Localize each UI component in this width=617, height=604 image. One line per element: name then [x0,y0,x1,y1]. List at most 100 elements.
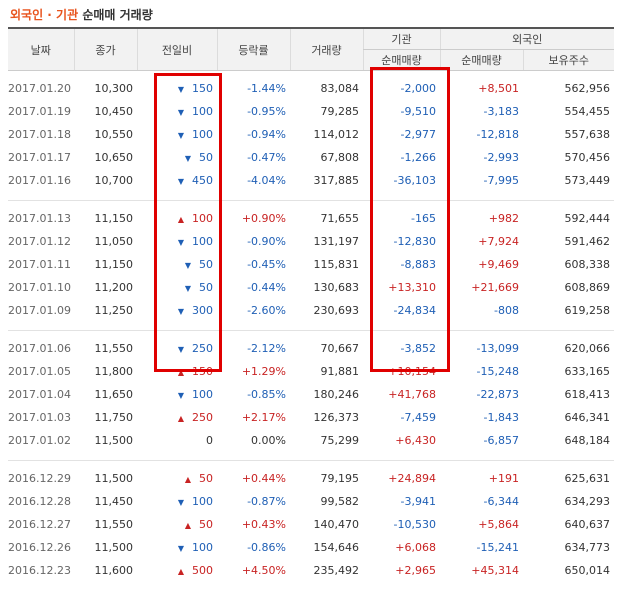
cell-close: 11,500 [94,434,134,447]
change-value: 150 [192,365,213,378]
cell-close: 11,500 [94,541,134,554]
table-row: 2017.01.13 11,150 ▲ 100 +0.90% 71,655 -165 +982… [8,207,614,230]
cell-volume: 115,831 [313,258,360,271]
cell-volume: 180,246 [313,388,360,401]
cell-institution-net: +2,965 [395,564,436,577]
cell-date: 2016.12.23 [8,564,71,577]
cell-close: 11,550 [94,518,134,531]
cell-close: 11,450 [94,495,134,508]
cell-close: 11,150 [94,258,134,271]
cell-close: 11,500 [94,472,134,485]
col-close: 종가 [74,29,138,71]
col-foreign-hold: 보유주수 [522,49,614,71]
change-value: 500 [192,564,213,577]
cell-change: ▼ 100 [137,536,217,559]
col-rate: 등락률 [217,29,291,71]
cell-close: 11,650 [94,388,134,401]
table-row: 2017.01.09 11,250 ▼ 300 -2.60% 230,693 -24,834… [8,299,614,322]
cell-institution-net: +6,430 [395,434,436,447]
cell-change: ▼ 100 [137,230,217,253]
cell-date: 2016.12.27 [8,518,71,531]
cell-close: 11,800 [94,365,134,378]
cell-foreign-hold: 608,869 [564,281,611,294]
down-triangle-icon: ▼ [177,498,184,507]
cell-foreign-net: -6,344 [483,495,519,508]
group-divider [8,322,614,331]
cell-institution-net: -36,103 [393,174,436,187]
header-divider [8,27,614,29]
cell-institution-net: -2,977 [400,128,436,141]
cell-foreign-net: +9,469 [478,258,519,271]
change-value: 100 [192,541,213,554]
cell-institution-net: +6,068 [395,541,436,554]
down-triangle-icon: ▼ [177,238,184,247]
table-row: 2017.01.20 10,300 ▼ 150 -1.44% 83,084 -2,000 +8… [8,77,614,100]
table-row: 2016.12.29 11,500 ▲ 50 +0.44% 79,195 +24,894 +1… [8,467,614,490]
change-value: 0 [206,434,213,447]
down-triangle-icon: ▼ [177,345,184,354]
table-row: 2016.12.26 11,500 ▼ 100 -0.86% 154,646 +6,068 -… [8,536,614,559]
down-triangle-icon: ▼ [177,131,184,140]
cell-foreign-net: -1,843 [483,411,519,424]
cell-date: 2017.01.19 [8,105,71,118]
cell-institution-net: -9,510 [400,105,436,118]
cell-rate: 0.00% [251,434,286,447]
cell-institution-net: -2,000 [400,82,436,95]
cell-institution-net: +13,310 [388,281,436,294]
cell-change: ▼ 100 [137,123,217,146]
cell-foreign-hold: 650,014 [564,564,611,577]
cell-close: 11,200 [94,281,134,294]
cell-change: ▼ 50 [137,146,217,169]
change-value: 100 [192,388,213,401]
cell-rate: -2.60% [247,304,286,317]
table-row: 2017.01.03 11,750 ▲ 250 +2.17% 126,373 -7,459 -… [8,406,614,429]
cell-foreign-net: +7,924 [478,235,519,248]
col-institution: 기관 [362,29,440,50]
cell-rate: +0.90% [241,212,286,225]
trading-table: 날짜 종가 전일비 등락률 거래량 기관 외국인 순매매량 순매매량 보유주수 … [8,29,614,582]
cell-foreign-net: -15,248 [476,365,519,378]
group-divider [8,452,614,461]
cell-foreign-net: -2,993 [483,151,519,164]
table-row: 2017.01.04 11,650 ▼ 100 -0.85% 180,246 +41,768… [8,383,614,406]
cell-date: 2017.01.04 [8,388,71,401]
change-value: 150 [192,82,213,95]
cell-volume: 235,492 [313,564,360,577]
cell-rate: -4.04% [247,174,286,187]
cell-rate: -0.86% [247,541,286,554]
table-row: 2017.01.18 10,550 ▼ 100 -0.94% 114,012 -2,977 -… [8,123,614,146]
cell-volume: 71,655 [320,212,360,225]
cell-foreign-hold: 592,444 [564,212,611,225]
cell-date: 2017.01.09 [8,304,71,317]
cell-date: 2017.01.17 [8,151,71,164]
table-row: 2017.01.05 11,800 ▲ 150 +1.29% 91,881 +10,154 -… [8,360,614,383]
down-triangle-icon: ▼ [177,177,184,186]
up-triangle-icon: ▲ [177,414,184,423]
col-foreign: 외국인 [439,29,614,50]
cell-foreign-net: -12,818 [476,128,519,141]
cell-rate: -0.47% [247,151,286,164]
cell-foreign-hold: 633,165 [564,365,611,378]
cell-rate: -0.95% [247,105,286,118]
change-value: 100 [192,495,213,508]
down-triangle-icon: ▼ [177,108,184,117]
cell-date: 2016.12.28 [8,495,71,508]
cell-rate: -0.87% [247,495,286,508]
cell-rate: +0.44% [241,472,286,485]
title-subject: 순매매 거래량 [82,8,153,22]
table-row: 2017.01.12 11,050 ▼ 100 -0.90% 131,197 -12,830… [8,230,614,253]
col-date: 날짜 [8,29,75,71]
cell-foreign-hold: 640,637 [564,518,611,531]
cell-change: ▼ 100 [137,100,217,123]
cell-foreign-net: +982 [488,212,519,225]
cell-volume: 91,881 [320,365,360,378]
change-value: 450 [192,174,213,187]
cell-volume: 79,285 [320,105,360,118]
cell-date: 2017.01.13 [8,212,71,225]
cell-close: 10,450 [94,105,134,118]
cell-rate: -0.44% [247,281,286,294]
cell-close: 10,700 [94,174,134,187]
cell-foreign-hold: 562,956 [564,82,611,95]
up-triangle-icon: ▲ [184,521,191,530]
cell-rate: -0.85% [247,388,286,401]
